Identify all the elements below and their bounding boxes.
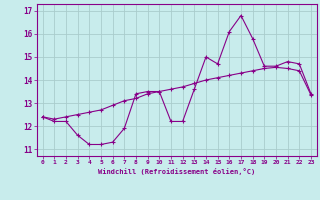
X-axis label: Windchill (Refroidissement éolien,°C): Windchill (Refroidissement éolien,°C): [98, 168, 255, 175]
